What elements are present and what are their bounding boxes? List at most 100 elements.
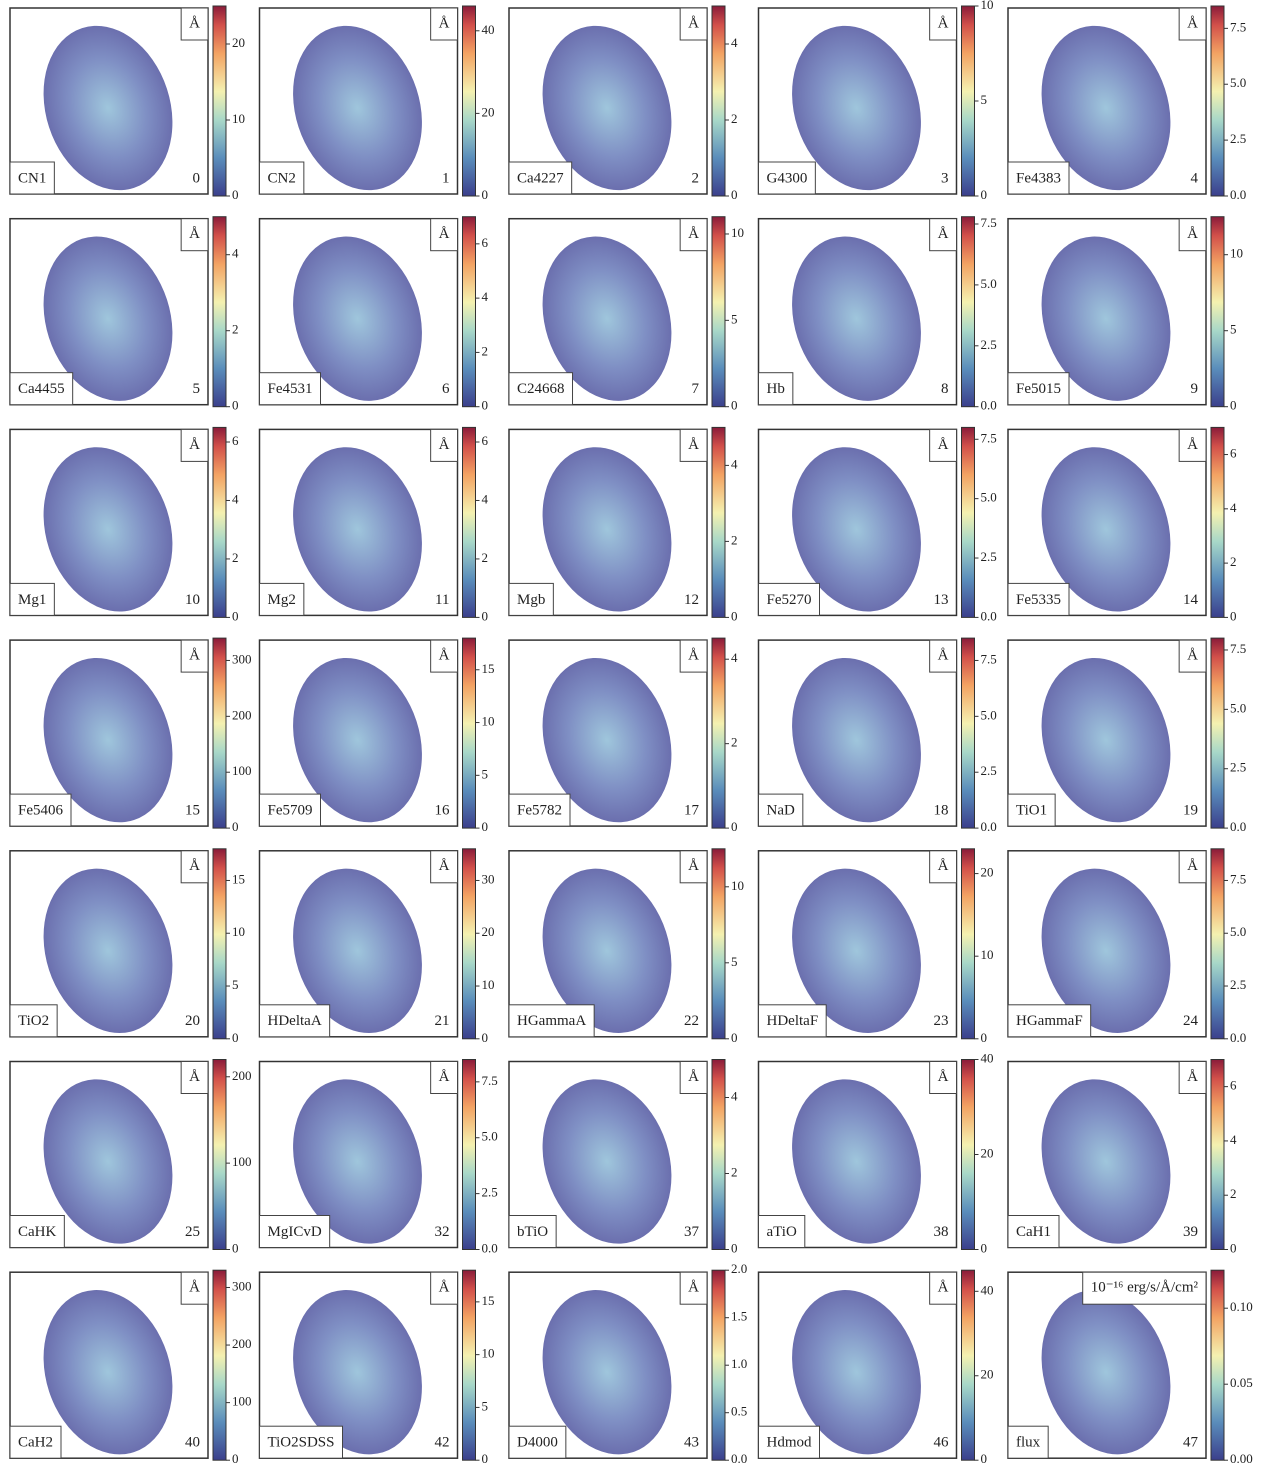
colorbar-tick-label: 2.5 — [1230, 977, 1246, 992]
index-number: 11 — [435, 592, 449, 608]
unit-label: Å — [439, 437, 450, 453]
colorbar-tick-label: 6 — [1230, 1078, 1237, 1093]
index-name: CaHK — [18, 1224, 56, 1240]
colorbar — [463, 1060, 476, 1250]
colorbar-tick-label: 100 — [232, 1394, 252, 1409]
colorbar-tick-label: 7.5 — [981, 430, 997, 445]
index-number: 2 — [692, 170, 700, 186]
colorbar-tick-label: 2.5 — [981, 337, 997, 352]
colorbar-tick-label: 0 — [232, 1030, 239, 1045]
colorbar — [1211, 1270, 1224, 1460]
colorbar-tick-label: 0 — [731, 187, 738, 202]
colorbar-tick-label: 20 — [981, 865, 994, 880]
colorbar — [213, 217, 226, 407]
colorbar-tick-label: 2 — [731, 1164, 738, 1179]
colorbar-tick-label: 0.0 — [731, 1451, 747, 1466]
index-name: HDeltaF — [767, 1013, 819, 1029]
colorbar-tick-label: 0 — [731, 819, 738, 834]
colorbar-tick-label: 40 — [981, 1282, 994, 1297]
colorbar-tick-label: 200 — [232, 1068, 252, 1083]
colorbar-tick-label: 0 — [981, 187, 988, 202]
colorbar-tick-label: 0.0 — [1230, 1030, 1246, 1045]
colorbar-tick-label: 4 — [482, 491, 489, 506]
panel: 0246ÅMg110 — [10, 427, 239, 628]
index-name: bTiO — [517, 1224, 548, 1240]
colorbar-tick-label: 10 — [1230, 246, 1243, 261]
colorbar-tick-label: 7.5 — [482, 1073, 498, 1088]
unit-label: Å — [1187, 437, 1198, 453]
colorbar-tick-label: 5 — [981, 92, 988, 107]
colorbar-tick-label: 4 — [731, 1088, 738, 1103]
panel: 0510ÅHGammaA22 — [509, 849, 744, 1050]
colorbar-tick-label: 5 — [482, 1398, 489, 1413]
panel: 01020ÅHDeltaF23 — [759, 849, 994, 1050]
colorbar-tick-label: 2.0 — [731, 1261, 747, 1276]
colorbar-tick-label: 5 — [482, 766, 489, 781]
colorbar-tick-label: 0.00 — [1230, 1451, 1253, 1466]
colorbar — [712, 6, 725, 196]
index-name: Mg1 — [18, 592, 46, 608]
colorbar-tick-label: 4 — [232, 246, 239, 261]
colorbar-tick-label: 5 — [1230, 322, 1237, 337]
index-number: 9 — [1191, 381, 1199, 397]
index-number: 3 — [941, 170, 949, 186]
unit-label: Å — [688, 1280, 699, 1296]
colorbar — [463, 849, 476, 1039]
colorbar-tick-label: 7.5 — [1230, 641, 1246, 656]
colorbar-tick-label: 0 — [482, 187, 489, 202]
colorbar — [962, 217, 975, 407]
colorbar-tick-label: 30 — [482, 871, 495, 886]
unit-label: Å — [938, 1280, 949, 1296]
index-number: 21 — [435, 1013, 450, 1029]
colorbar-tick-label: 0 — [232, 1240, 239, 1255]
unit-label: Å — [938, 1069, 949, 1085]
colorbar-tick-label: 10 — [232, 111, 245, 126]
colorbar-tick-label: 0 — [482, 1451, 489, 1466]
index-number: 43 — [684, 1435, 699, 1451]
colorbar-tick-label: 4 — [482, 289, 489, 304]
colorbar-tick-label: 4 — [1230, 500, 1237, 515]
panel: 0.02.55.07.5ÅTiO119 — [1008, 638, 1246, 839]
index-name: HDeltaA — [268, 1013, 322, 1029]
colorbar-tick-label: 0.0 — [1230, 187, 1246, 202]
index-number: 6 — [442, 381, 450, 397]
unit-label: Å — [938, 15, 949, 31]
colorbar-tick-label: 6 — [232, 433, 239, 448]
colorbar-tick-label: 2 — [482, 343, 489, 358]
index-number: 39 — [1183, 1224, 1198, 1240]
index-number: 38 — [934, 1224, 949, 1240]
colorbar-tick-label: 0.0 — [1230, 819, 1246, 834]
index-number: 10 — [185, 592, 200, 608]
colorbar-tick-label: 20 — [232, 35, 245, 50]
index-name: Ca4455 — [18, 381, 65, 397]
unit-label: Å — [688, 15, 699, 31]
index-name: Fe4383 — [1016, 170, 1061, 186]
colorbar-tick-label: 5.0 — [1230, 924, 1246, 939]
unit-label: Å — [189, 437, 200, 453]
colorbar-tick-label: 2.5 — [981, 763, 997, 778]
colorbar-tick-label: 4 — [1230, 1132, 1237, 1147]
colorbar-tick-label: 1.5 — [731, 1309, 747, 1324]
index-number: 22 — [684, 1013, 699, 1029]
index-number: 47 — [1183, 1435, 1199, 1451]
colorbar-tick-label: 0.05 — [1230, 1375, 1253, 1390]
colorbar-tick-label: 20 — [981, 1367, 994, 1382]
colorbar-tick-label: 7.5 — [1230, 19, 1246, 34]
panel: 02040ÅaTiO38 — [759, 1050, 994, 1260]
colorbar-tick-label: 5.0 — [981, 707, 997, 722]
index-name: Fe5015 — [1016, 381, 1061, 397]
unit-label: Å — [439, 226, 450, 242]
colorbar — [1211, 217, 1224, 407]
colorbar-tick-label: 6 — [482, 433, 489, 448]
colorbar — [1211, 6, 1224, 196]
colorbar-tick-label: 0 — [482, 398, 489, 413]
colorbar — [213, 1270, 226, 1460]
colorbar-tick-label: 0 — [482, 1030, 489, 1045]
colorbar-tick-label: 6 — [482, 235, 489, 250]
index-number: 1 — [442, 170, 450, 186]
colorbar-tick-label: 0.0 — [981, 398, 997, 413]
panel: 0246ÅFe533514 — [1008, 427, 1237, 628]
